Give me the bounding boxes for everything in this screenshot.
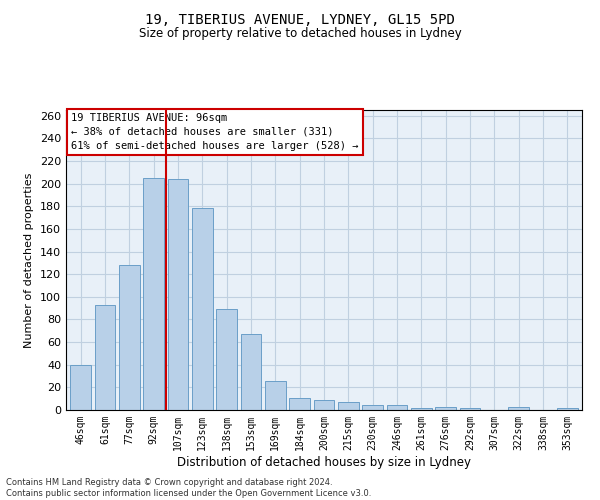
- Bar: [508, 406, 529, 410]
- Bar: [386, 406, 407, 410]
- X-axis label: Distribution of detached houses by size in Lydney: Distribution of detached houses by size …: [177, 456, 471, 468]
- Bar: [289, 398, 310, 410]
- Bar: [70, 364, 91, 410]
- Bar: [265, 380, 286, 410]
- Bar: [411, 408, 432, 410]
- Y-axis label: Number of detached properties: Number of detached properties: [25, 172, 34, 348]
- Bar: [557, 408, 578, 410]
- Bar: [460, 408, 481, 410]
- Bar: [216, 309, 237, 410]
- Bar: [241, 334, 262, 410]
- Bar: [119, 265, 140, 410]
- Bar: [95, 304, 115, 410]
- Text: 19 TIBERIUS AVENUE: 96sqm
← 38% of detached houses are smaller (331)
61% of semi: 19 TIBERIUS AVENUE: 96sqm ← 38% of detac…: [71, 113, 359, 151]
- Text: 19, TIBERIUS AVENUE, LYDNEY, GL15 5PD: 19, TIBERIUS AVENUE, LYDNEY, GL15 5PD: [145, 12, 455, 26]
- Bar: [362, 406, 383, 410]
- Bar: [338, 402, 359, 410]
- Bar: [143, 178, 164, 410]
- Bar: [314, 400, 334, 410]
- Bar: [167, 179, 188, 410]
- Bar: [436, 406, 456, 410]
- Bar: [192, 208, 212, 410]
- Text: Size of property relative to detached houses in Lydney: Size of property relative to detached ho…: [139, 28, 461, 40]
- Text: Contains HM Land Registry data © Crown copyright and database right 2024.
Contai: Contains HM Land Registry data © Crown c…: [6, 478, 371, 498]
